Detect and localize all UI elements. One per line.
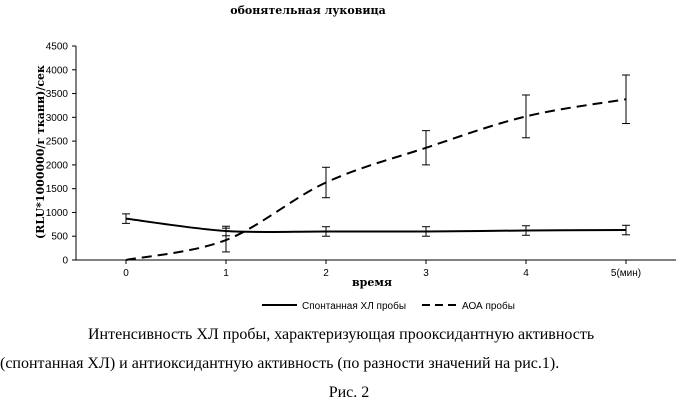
legend-label-spontaneous: Спонтанная ХЛ пробы	[302, 300, 406, 312]
x-tick-label: 0	[123, 268, 129, 279]
y-axis-label: (RLU*1000000/г ткани)/сек	[34, 65, 47, 239]
chart: обонятельная луковица 050010001500200025…	[0, 0, 698, 320]
y-tick-label: 2000	[46, 160, 69, 171]
x-tick-label: 2	[323, 268, 329, 279]
x-tick-label: 1	[223, 268, 229, 279]
series-0	[122, 214, 630, 236]
legend: Спонтанная ХЛ пробы АОА пробы	[262, 300, 515, 312]
chart-title: обонятельная луковица	[230, 4, 386, 17]
x-tick-label: 3	[423, 268, 429, 279]
y-tick-label: 3500	[46, 89, 69, 100]
caption-line-1: Интенсивность ХЛ пробы, характеризующая …	[0, 325, 698, 345]
y-tick-label: 2500	[46, 137, 69, 148]
y-tick-label: 3000	[46, 113, 69, 124]
x-axis-label: время	[352, 276, 392, 289]
series-line-0	[126, 219, 626, 232]
series-line-1	[126, 99, 626, 260]
y-tick-label: 500	[51, 232, 68, 243]
y-tick-label: 0	[62, 256, 68, 267]
figure-number: Рис. 2	[0, 384, 698, 402]
caption-line-2: (спонтанная ХЛ) и антиоксидантную активн…	[0, 354, 698, 374]
y-tick-label: 4000	[46, 65, 69, 76]
y-tick-label: 4500	[46, 42, 69, 53]
y-tick-label: 1500	[46, 184, 69, 195]
y-tick-label: 1000	[46, 208, 69, 219]
x-tick-label: 4	[523, 268, 529, 279]
y-axis: 0 500 1000 1500 2000 2500 3000 3500 4000 4500	[46, 42, 76, 267]
legend-label-aoa: АОА пробы	[462, 300, 515, 312]
x-tick-label: 5(мин)	[611, 268, 641, 279]
series-layer	[122, 75, 630, 260]
